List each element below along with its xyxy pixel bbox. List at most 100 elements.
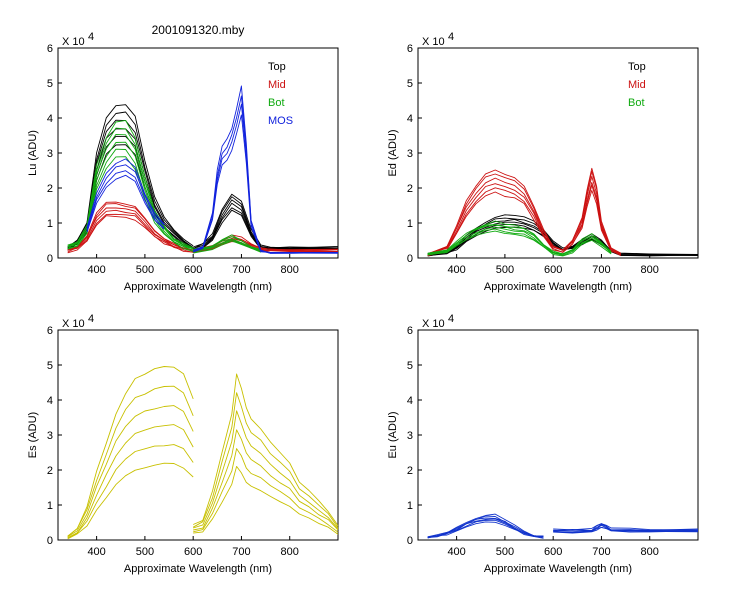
x-tick-label: 700 <box>232 264 250 276</box>
series-line <box>427 226 612 255</box>
series-line <box>67 405 194 538</box>
y-tick-label: 4 <box>407 113 413 125</box>
series-line <box>67 119 194 249</box>
series-eu <box>427 513 699 539</box>
x-axis-label: Approximate Wavelength (nm) <box>484 281 632 293</box>
series-line <box>67 201 194 251</box>
series-line <box>427 167 622 255</box>
series-line <box>553 523 699 531</box>
x-axis-label: Approximate Wavelength (nm) <box>124 563 272 575</box>
y-axis-label: Lu (ADU) <box>27 130 39 176</box>
series-line <box>67 462 194 540</box>
x-axis-label: Approximate Wavelength (nm) <box>124 281 272 293</box>
y-multiplier: X 10 <box>62 318 85 330</box>
x-tick-label: 600 <box>544 264 562 276</box>
y-tick-label: 1 <box>47 218 53 230</box>
y-tick-label: 6 <box>47 325 53 337</box>
series-line <box>86 170 165 232</box>
x-tick-label: 600 <box>544 546 562 558</box>
y-tick-label: 4 <box>47 395 53 407</box>
x-axis-label: Approximate Wavelength (nm) <box>484 563 632 575</box>
y-tick-label: 4 <box>47 113 53 125</box>
chart-eu: 0 1 2 3 4 5 6 400 500 600 700 800 Approximate Wavele… <box>387 313 699 575</box>
legend-entry-mid: Mid <box>628 79 646 91</box>
series-line <box>427 521 544 539</box>
series-line <box>67 148 194 251</box>
x-tick-label: 500 <box>496 546 514 558</box>
y-tick-label: 5 <box>47 360 53 372</box>
series-line <box>193 448 339 533</box>
y-multiplier: X 10 <box>422 36 445 48</box>
legend: Top Mid Bot MOS <box>268 61 293 127</box>
y-tick-label: 0 <box>47 535 53 547</box>
y-tick-label: 0 <box>407 253 413 265</box>
series-line <box>193 234 261 250</box>
figure-title: 2001091320.mby <box>152 23 245 37</box>
y-tick-label: 0 <box>407 535 413 547</box>
x-tick-label: 400 <box>447 546 465 558</box>
series-line <box>427 184 622 256</box>
series-line <box>67 104 194 248</box>
plot-frame <box>57 329 339 541</box>
series-top <box>67 104 339 251</box>
y-tick-label: 5 <box>47 78 53 90</box>
x-tick-label: 700 <box>592 264 610 276</box>
series-line <box>553 524 698 533</box>
series-line <box>67 203 194 251</box>
y-axis-label: Eu (ADU) <box>387 411 399 458</box>
series-line <box>193 429 339 531</box>
x-tick-label: 700 <box>592 546 610 558</box>
x-tick-label: 600 <box>184 264 202 276</box>
legend-entry-top: Top <box>268 61 286 73</box>
y-tick-label: 3 <box>407 430 413 442</box>
y-tick-label: 3 <box>47 148 53 160</box>
x-tick-label: 400 <box>447 264 465 276</box>
chart-ed: 0 1 2 3 4 5 6 400 500 600 700 800 Approximate Wavele… <box>387 31 699 293</box>
x-tick-label: 600 <box>184 546 202 558</box>
series-line <box>86 164 165 230</box>
series-line <box>193 373 339 526</box>
series-line <box>67 366 194 537</box>
y-tick-label: 2 <box>47 183 53 195</box>
y-tick-label: 2 <box>407 183 413 195</box>
series-line <box>67 385 194 537</box>
series-line <box>427 181 622 256</box>
series-line <box>86 174 165 233</box>
legend-entry-bot: Bot <box>628 97 645 109</box>
series-line <box>427 513 544 538</box>
y-tick-label: 1 <box>407 218 413 230</box>
legend: Top Mid Bot <box>628 61 646 109</box>
x-tick-label: 700 <box>232 546 250 558</box>
y-multiplier-exponent: 4 <box>88 313 94 325</box>
y-tick-label: 3 <box>47 430 53 442</box>
y-tick-label: 2 <box>407 465 413 477</box>
y-tick-label: 0 <box>47 253 53 265</box>
series-line <box>67 209 194 251</box>
series-line <box>193 193 339 249</box>
y-tick-label: 1 <box>47 500 53 512</box>
y-tick-label: 6 <box>47 43 53 55</box>
series-line <box>192 392 339 528</box>
x-tick-label: 500 <box>136 546 154 558</box>
y-multiplier-exponent: 4 <box>88 31 94 43</box>
series-line <box>427 220 612 255</box>
x-tick-label: 800 <box>641 264 659 276</box>
series-line <box>427 189 621 257</box>
x-tick-label: 800 <box>641 546 659 558</box>
series-mos <box>86 85 339 254</box>
plot-frame <box>417 329 699 541</box>
y-tick-label: 5 <box>407 360 413 372</box>
chart-lu: 0 1 2 3 4 5 6 400 500 600 700 800 Approximate Wavele… <box>27 31 339 293</box>
x-tick-label: 400 <box>87 264 105 276</box>
y-multiplier: X 10 <box>62 36 85 48</box>
series-line <box>427 228 612 256</box>
x-tick-label: 400 <box>87 546 105 558</box>
y-tick-label: 6 <box>407 43 413 55</box>
y-multiplier-exponent: 4 <box>448 31 454 43</box>
series-line <box>86 158 165 228</box>
series-line <box>193 85 339 254</box>
series-line <box>67 213 194 253</box>
x-tick-label: 500 <box>496 264 514 276</box>
chart-es: 0 1 2 3 4 5 6 400 500 600 700 800 Approximate Wavele… <box>27 313 339 575</box>
